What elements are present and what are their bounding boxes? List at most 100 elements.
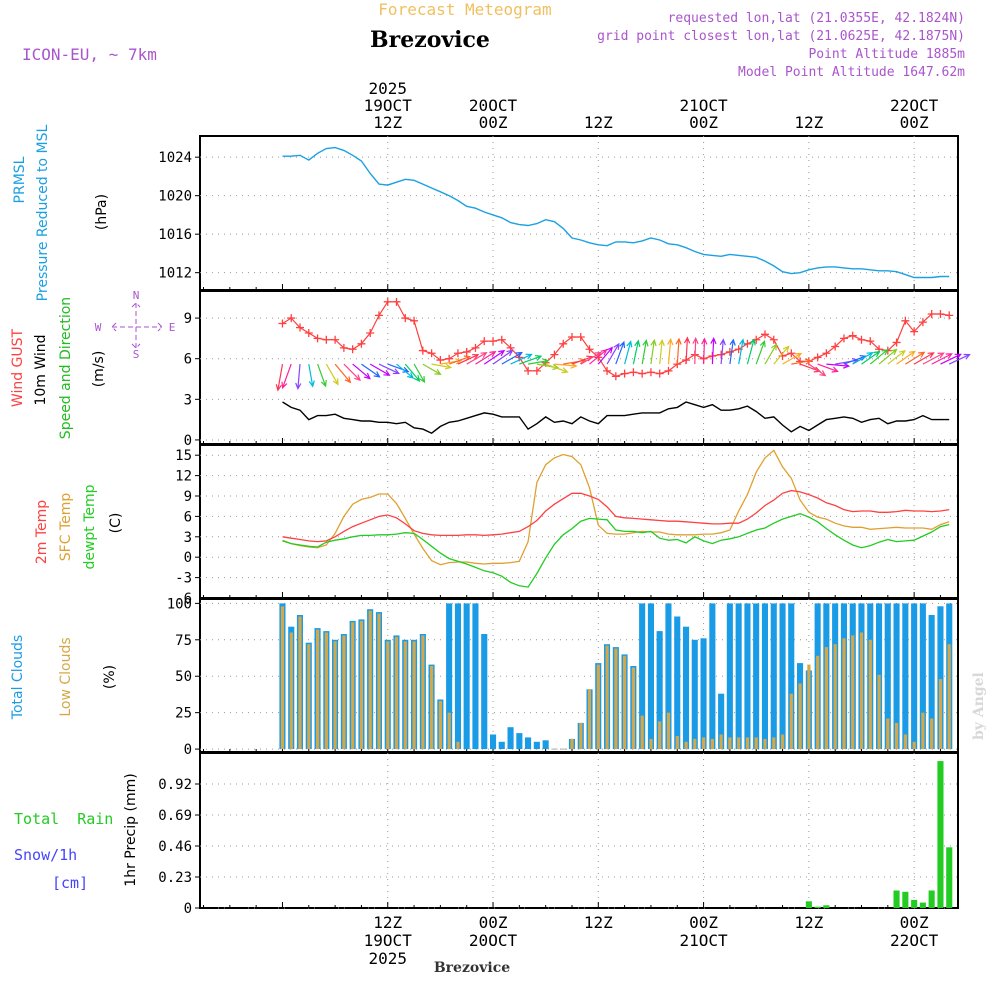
wind-direction-arrow bbox=[675, 337, 682, 365]
low-cloud-bar bbox=[921, 712, 925, 750]
low-cloud-bar bbox=[316, 629, 320, 750]
low-cloud-bar bbox=[377, 613, 381, 750]
low-cloud-bar bbox=[587, 689, 592, 749]
ytick-label: 1020 bbox=[158, 189, 192, 205]
bottom-time-label: 21OCT bbox=[679, 931, 728, 950]
low-cloud-bar bbox=[614, 648, 618, 749]
gust-marker bbox=[339, 343, 348, 352]
low-cloud-bar bbox=[368, 610, 372, 750]
total-cloud-bar bbox=[893, 603, 900, 750]
total-cloud-bar bbox=[446, 603, 453, 750]
total-cloud-bar bbox=[525, 737, 532, 750]
wind-direction-arrow bbox=[492, 349, 514, 365]
gust-marker bbox=[629, 368, 638, 377]
low-cloud-bar bbox=[807, 664, 811, 750]
top-time-label: 21OCT bbox=[679, 96, 728, 115]
grid-point-coords: grid point closest lon,lat (21.0625E, 42… bbox=[597, 29, 965, 44]
low-cloud-bar bbox=[895, 722, 899, 750]
total-cloud-bar bbox=[639, 603, 646, 750]
low-cloud-bar bbox=[675, 736, 679, 750]
gust-marker bbox=[901, 316, 910, 325]
gust-marker bbox=[576, 333, 585, 342]
bottom-time-label: 2025 bbox=[368, 949, 407, 968]
low-cloud-bar bbox=[938, 679, 943, 749]
total-cloud-bar bbox=[665, 603, 672, 750]
gust-marker bbox=[392, 297, 401, 306]
low-cloud-bar bbox=[289, 632, 293, 750]
bottom-time-label: 00Z bbox=[479, 913, 508, 932]
low-cloud-bar bbox=[728, 737, 732, 750]
wind-direction-arrow bbox=[861, 350, 881, 365]
wind-direction-arrow bbox=[334, 363, 352, 384]
panel1-label-a: PRMSL bbox=[12, 156, 28, 203]
total-cloud-bar bbox=[490, 734, 497, 750]
ytick-label: 0 bbox=[184, 901, 192, 917]
temp-2m-line bbox=[282, 489, 950, 543]
low-cloud-bar bbox=[772, 737, 776, 750]
total-cloud-bar bbox=[647, 603, 654, 750]
total-cloud-bar bbox=[454, 603, 461, 750]
wind-direction-arrow bbox=[413, 363, 426, 384]
top-time-label: 00Z bbox=[689, 113, 718, 132]
ytick-label: 0.23 bbox=[158, 870, 192, 886]
bottom-time-label: 22OCT bbox=[890, 931, 939, 950]
gust-marker bbox=[664, 366, 673, 375]
total-cloud-bar bbox=[779, 603, 786, 750]
total-cloud-bar bbox=[761, 603, 768, 750]
low-cloud-bar bbox=[930, 718, 934, 750]
gust-marker bbox=[813, 353, 822, 362]
wind-direction-arrow bbox=[692, 336, 699, 365]
total-cloud-bar bbox=[656, 631, 663, 750]
wind-direction-arrow bbox=[352, 363, 371, 380]
gust-marker bbox=[410, 316, 419, 325]
dewpoint-line bbox=[282, 513, 950, 588]
low-cloud-bar bbox=[789, 693, 793, 750]
total-cloud-bar bbox=[937, 606, 944, 750]
gust-marker bbox=[489, 337, 498, 346]
low-cloud-bar bbox=[816, 655, 820, 750]
wind-direction-arrow bbox=[791, 358, 813, 365]
wind-direction-arrow bbox=[281, 363, 292, 390]
total-cloud-bar bbox=[683, 626, 690, 750]
wind-direction-arrow bbox=[597, 346, 614, 365]
wind-direction-arrow bbox=[589, 348, 608, 365]
wind-direction-arrow bbox=[755, 340, 766, 365]
low-cloud-bar bbox=[631, 667, 635, 750]
total-cloud-bar bbox=[507, 727, 514, 750]
rain-bar bbox=[946, 847, 953, 908]
wind-direction-arrow bbox=[948, 353, 971, 365]
low-cloud-bar bbox=[579, 722, 583, 750]
gust-marker bbox=[787, 349, 796, 358]
total-cloud-bar bbox=[884, 603, 891, 750]
wind-direction-arrow bbox=[701, 337, 708, 365]
low-cloud-bar bbox=[781, 734, 785, 750]
gust-marker bbox=[646, 368, 655, 377]
rain-bar bbox=[902, 891, 909, 908]
total-cloud-bar bbox=[481, 634, 488, 750]
panel2-label-a: Wind GUST bbox=[10, 328, 26, 407]
wind-direction-arrow bbox=[896, 350, 916, 365]
wind-direction-arrow bbox=[710, 337, 717, 365]
low-cloud-bar bbox=[719, 734, 723, 750]
gust-marker bbox=[839, 334, 848, 343]
ytick-label: 0.69 bbox=[158, 808, 192, 824]
gust-marker bbox=[822, 349, 831, 358]
wind-direction-arrow bbox=[808, 363, 827, 377]
panel5-label-rain: Total Rain bbox=[14, 810, 113, 828]
ytick-label: 0.46 bbox=[158, 839, 192, 855]
gust-marker bbox=[611, 372, 620, 381]
low-cloud-bar bbox=[684, 741, 688, 750]
gust-marker bbox=[418, 346, 427, 355]
gust-marker bbox=[401, 314, 410, 323]
low-cloud-bar bbox=[430, 666, 434, 750]
gust-marker bbox=[322, 335, 331, 344]
wind-direction-arrow bbox=[940, 353, 962, 365]
panel2-unit: (m/s) bbox=[91, 351, 107, 388]
pressure-line bbox=[282, 146, 950, 279]
total-cloud-bar bbox=[674, 616, 681, 750]
rain-bar bbox=[805, 901, 812, 908]
wind-direction-arrow bbox=[913, 352, 935, 365]
gust-marker bbox=[480, 337, 489, 346]
low-cloud-bar bbox=[754, 737, 758, 750]
